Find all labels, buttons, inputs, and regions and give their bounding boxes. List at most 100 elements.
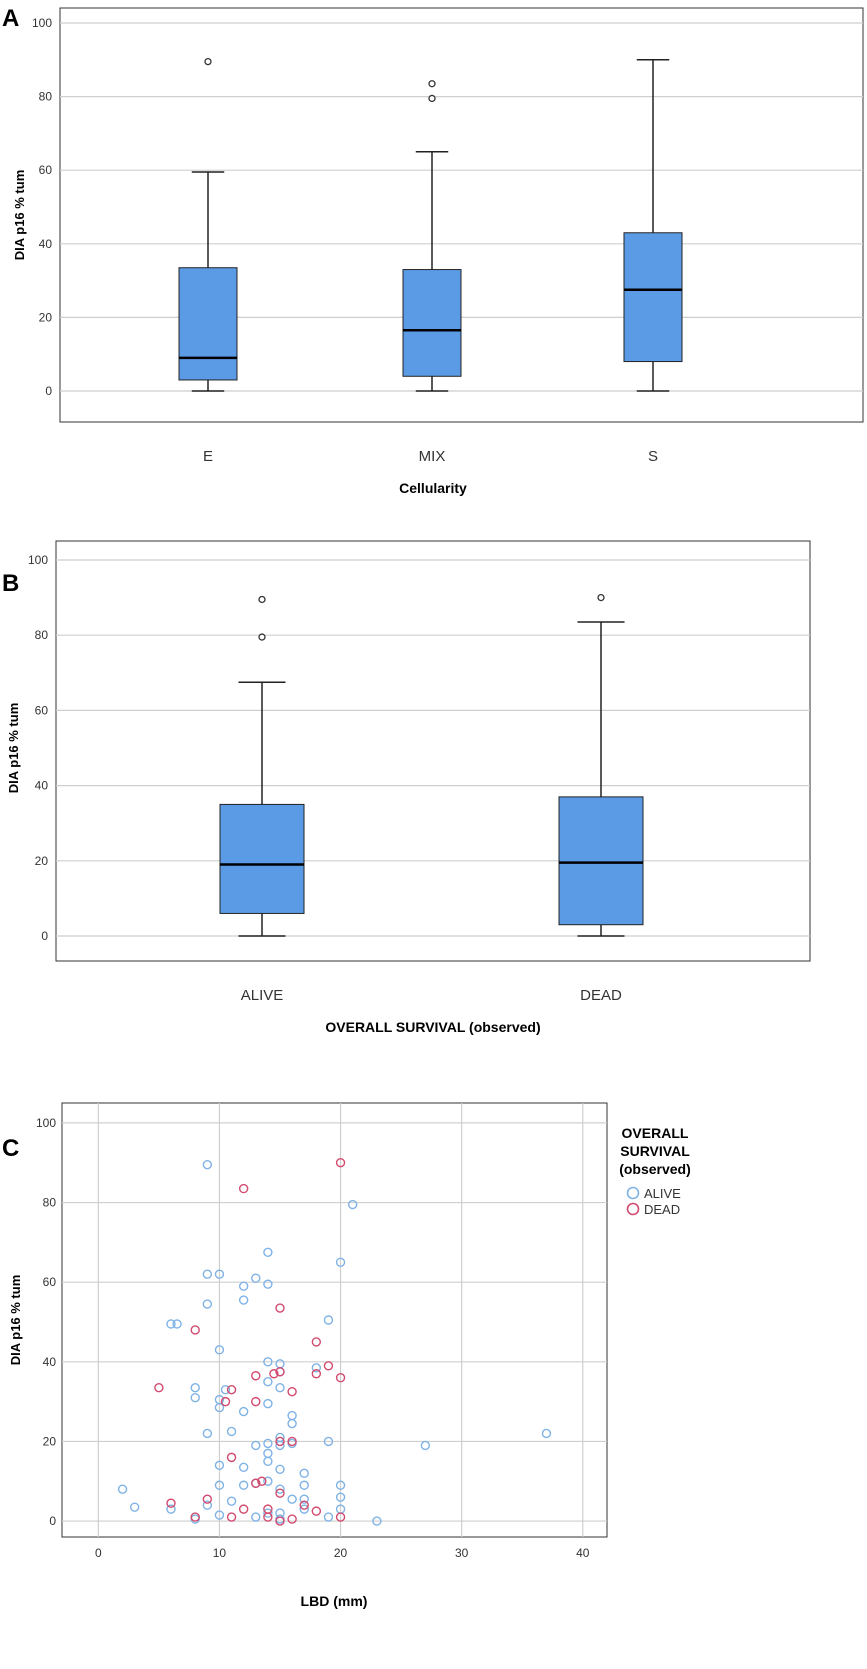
point-alive-31 [251, 1512, 261, 1522]
point-dead-29 [311, 1506, 322, 1516]
category-label-alive: ALIVE [241, 987, 284, 1004]
point-dead-16 [263, 1512, 273, 1522]
point-dead-6 [226, 1384, 237, 1395]
point-alive-56 [299, 1480, 309, 1490]
point-dead-21 [275, 1488, 285, 1498]
y-tick-label-40: 40 [39, 237, 53, 251]
y-axis-label-c: DIA p16 % tum [8, 1275, 23, 1366]
point-dead-17 [269, 1369, 279, 1379]
point-alive-46 [275, 1440, 285, 1451]
y-tick-label-60: 60 [39, 163, 53, 177]
point-dead-3 [190, 1512, 200, 1522]
y-tick-label-40: 40 [43, 1355, 57, 1369]
point-alive-47 [275, 1464, 285, 1475]
point-dead-18 [275, 1303, 285, 1313]
scatter-points-c [117, 1158, 552, 1526]
panel-letter-c: C [2, 1135, 19, 1162]
panel-a: A 0 20 40 60 80 100 E MIX S DIA p16 % tum Cellu… [2, 5, 864, 496]
y-tick-label-80: 80 [35, 628, 49, 642]
category-label-mix: MIX [419, 448, 446, 465]
point-alive-48 [275, 1484, 285, 1494]
point-alive-52 [287, 1418, 297, 1429]
category-label-e: E [203, 448, 213, 465]
point-alive-25 [238, 1406, 249, 1417]
legend-title-line-1: OVERALL [622, 1125, 689, 1141]
point-alive-3 [166, 1319, 176, 1329]
point-alive-65 [335, 1492, 346, 1502]
point-dead-25 [287, 1514, 297, 1524]
point-alive-22 [226, 1496, 237, 1506]
point-alive-57 [299, 1494, 309, 1504]
point-alive-2 [166, 1504, 176, 1514]
point-alive-5 [190, 1392, 200, 1403]
point-alive-24 [238, 1295, 249, 1305]
x-axis-label-a: Cellularity [399, 480, 467, 496]
point-dead-32 [335, 1373, 346, 1383]
outlier-dead-0 [597, 593, 605, 602]
point-alive-10 [202, 1299, 213, 1309]
outlier-mix-1 [428, 80, 436, 88]
box-dead [558, 796, 644, 926]
y-tick-label-60: 60 [35, 703, 49, 717]
point-alive-33 [263, 1279, 273, 1289]
panel-b: B 0 20 40 60 80 100 ALIVE DEAD DIA p16 % tum O… [2, 540, 811, 1035]
x-tick-label-0: 0 [95, 1546, 102, 1560]
point-alive-62 [323, 1512, 334, 1522]
point-dead-28 [311, 1369, 322, 1379]
boxes-b [219, 593, 644, 937]
y-tick-label-60: 60 [43, 1275, 57, 1289]
point-dead-22 [275, 1516, 285, 1526]
plot-frame-b [55, 540, 811, 962]
point-dead-31 [335, 1158, 346, 1168]
category-label-s: S [648, 448, 658, 465]
point-alive-34 [263, 1357, 273, 1367]
point-alive-18 [214, 1480, 225, 1490]
legend-label-alive: ALIVE [644, 1186, 681, 1201]
category-labels-a: E MIX S [203, 448, 658, 465]
point-dead-9 [238, 1183, 249, 1194]
y-tick-label-80: 80 [43, 1196, 57, 1210]
x-tick-label-20: 20 [334, 1546, 348, 1560]
point-alive-23 [238, 1281, 249, 1291]
gridlines-c [62, 1103, 607, 1537]
point-alive-70 [541, 1428, 552, 1439]
point-dead-8 [226, 1512, 237, 1522]
point-alive-61 [323, 1436, 334, 1447]
x-tick-label-30: 30 [455, 1546, 469, 1560]
outlier-alive-0 [258, 633, 266, 641]
y-tick-labels-c: 0 20 40 60 80 100 [36, 1116, 56, 1528]
legend-marker-alive [626, 1186, 640, 1200]
category-labels-b: ALIVE DEAD [241, 987, 622, 1004]
point-alive-13 [214, 1269, 225, 1279]
point-dead-0 [154, 1382, 164, 1393]
box-s [623, 232, 683, 363]
point-alive-35 [263, 1377, 273, 1387]
point-alive-8 [202, 1160, 213, 1170]
point-alive-40 [263, 1476, 273, 1486]
point-alive-54 [287, 1494, 297, 1504]
x-axis-label-b: OVERALL SURVIVAL (observed) [325, 1019, 540, 1035]
point-dead-5 [220, 1396, 231, 1407]
outlier-mix-0 [428, 94, 436, 103]
point-alive-12 [202, 1500, 213, 1510]
point-alive-32 [263, 1247, 273, 1258]
point-dead-33 [335, 1512, 346, 1522]
point-alive-21 [226, 1426, 237, 1437]
y-tick-label-100: 100 [32, 16, 52, 30]
point-dead-26 [299, 1500, 309, 1510]
boxes-a [178, 57, 683, 392]
y-tick-label-20: 20 [35, 854, 49, 868]
point-dead-12 [251, 1396, 261, 1407]
y-tick-labels-a: 0 20 40 60 80 100 [32, 16, 52, 398]
point-alive-19 [214, 1510, 225, 1520]
point-alive-39 [263, 1456, 273, 1467]
point-alive-58 [299, 1504, 309, 1514]
point-alive-63 [335, 1257, 346, 1267]
point-alive-60 [323, 1315, 334, 1325]
box-alive [219, 803, 305, 914]
plot-frame-c [61, 1102, 608, 1538]
point-dead-19 [275, 1367, 285, 1377]
outlier-alive-1 [258, 595, 266, 604]
